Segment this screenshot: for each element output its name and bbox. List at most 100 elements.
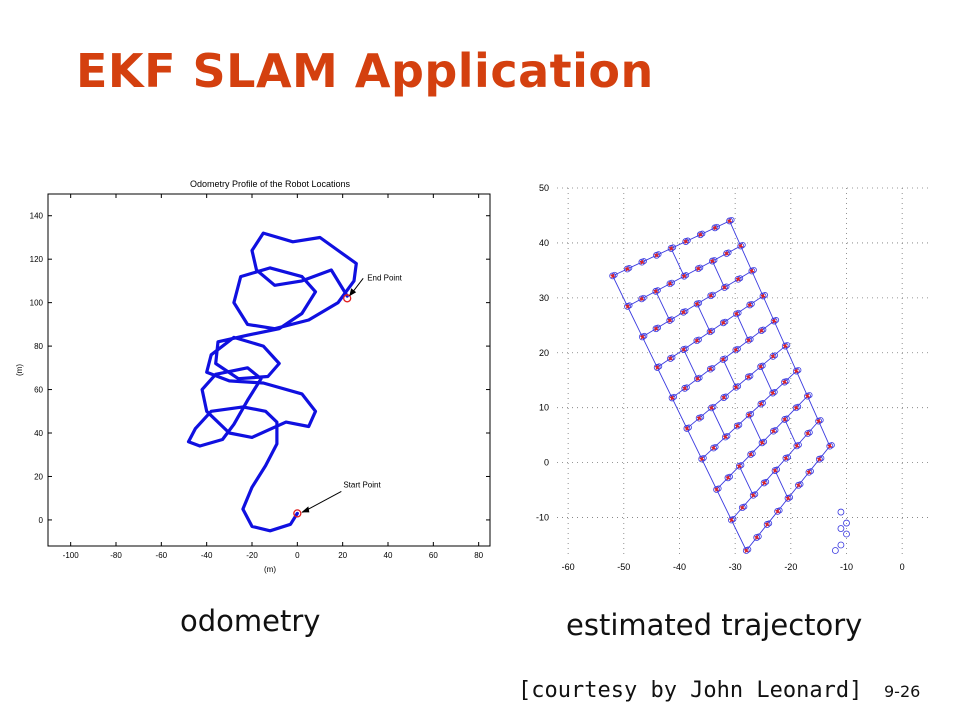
odometry-point (314, 410, 317, 413)
y-tick-label: 40 (539, 238, 549, 248)
caption-odometry: odometry (180, 604, 321, 638)
landmark-estimate (726, 475, 730, 481)
start-arrow-head (301, 506, 310, 513)
x-tick-label: -100 (63, 551, 80, 560)
odometry-point (278, 327, 281, 330)
x-tick-label: -30 (729, 562, 742, 572)
landmark-estimate (695, 301, 699, 307)
landmark-estimate (749, 452, 753, 457)
map-col-line (670, 248, 685, 277)
landmark-estimate (817, 418, 821, 424)
landmark-estimate (654, 252, 659, 258)
landmark-estimate (654, 288, 658, 294)
x-tick-label: -40 (201, 551, 213, 560)
odometry-point (221, 438, 224, 441)
origin-marker (837, 508, 845, 516)
odometry-point (289, 523, 292, 526)
landmark-estimate (669, 246, 673, 251)
landmark-estimate (736, 276, 740, 282)
landmark-estimate (729, 517, 734, 523)
odometry-point (296, 512, 299, 515)
odometry-point (198, 444, 202, 448)
landmark-estimate (714, 487, 719, 492)
landmark-estimate (775, 509, 780, 514)
landmark-estimate (796, 482, 801, 488)
landmark-estimate (722, 285, 727, 290)
landmark-estimate (670, 395, 674, 401)
landmark-estimate (710, 258, 715, 264)
landmark-estimate (723, 434, 728, 440)
landmark-estimate (681, 309, 686, 315)
end-arrow-head (349, 288, 357, 297)
x-tick-label: -10 (840, 562, 853, 572)
odometry-point (232, 336, 236, 339)
landmark-estimate (711, 445, 716, 451)
x-tick-label: 0 (295, 551, 300, 560)
landmark-estimate (734, 311, 739, 317)
landmark-estimate (795, 443, 799, 449)
landmark-estimate (625, 266, 629, 272)
y-tick-label: 140 (30, 212, 44, 221)
odometry-point (307, 318, 310, 322)
right-gridlines (557, 187, 930, 556)
landmark-estimate (773, 468, 777, 473)
y-tick-label: 50 (539, 183, 549, 193)
odometry-point (232, 423, 236, 426)
odometry-point (291, 240, 294, 244)
left-ylabel: (m) (15, 364, 24, 376)
left-axes-frame (47, 193, 491, 547)
courtesy-note: [courtesy by John Leonard] (518, 678, 863, 703)
landmark-estimate (784, 455, 788, 461)
left-xlabel: (m) (264, 565, 276, 574)
landmark-estimate (696, 266, 700, 271)
landmark-estimate (747, 412, 751, 418)
landmark-estimate (695, 376, 700, 382)
left-chart-title: Odometry Profile of the Robot Locations (190, 179, 351, 189)
odometry-point (275, 420, 279, 424)
map-col-line (696, 303, 711, 332)
landmark-estimate (734, 347, 738, 353)
landmark-estimate (748, 302, 752, 308)
odometry-point (262, 381, 265, 385)
odometry-point (210, 410, 213, 413)
landmark-estimate (786, 496, 790, 501)
origin-marker (831, 547, 839, 554)
odometry-point (250, 436, 254, 439)
odometry-point (250, 525, 254, 528)
landmark-estimate (682, 347, 686, 352)
landmark-estimate (683, 386, 687, 391)
odometry-point (300, 279, 304, 283)
y-tick-label: 0 (39, 516, 44, 525)
landmark-estimate (761, 293, 765, 299)
y-tick-label: 80 (34, 342, 43, 351)
landmark-estimate (744, 548, 748, 553)
odometry-point (259, 377, 263, 380)
map-col-line (655, 291, 671, 321)
odometry-point (255, 268, 258, 272)
odometry-point (275, 442, 279, 446)
landmark-estimate (739, 243, 743, 249)
landmark-estimate (654, 326, 658, 331)
x-tick-label: 0 (900, 562, 905, 572)
odometry-point (336, 301, 340, 304)
end-point-label: End Point (367, 273, 402, 282)
end-marker (343, 294, 352, 303)
odometry-point (262, 344, 265, 348)
odometry-point (264, 410, 267, 413)
y-tick-label: 0 (544, 458, 549, 468)
odometry-point (200, 388, 204, 391)
x-tick-label: -60 (562, 562, 575, 572)
odometry-point (300, 275, 304, 278)
odometry-point (237, 377, 240, 380)
landmark-estimate (625, 304, 630, 309)
landmark-estimate (760, 440, 764, 446)
y-tick-label: 20 (539, 348, 549, 358)
landmark-estimate (772, 318, 776, 324)
odometry-point (205, 410, 208, 413)
odometry-point (210, 353, 213, 356)
odometry-point (264, 464, 267, 467)
start-arrow (302, 490, 342, 513)
landmark-estimate (734, 384, 738, 390)
origin-marker (837, 541, 845, 549)
odometry-point (314, 290, 317, 293)
